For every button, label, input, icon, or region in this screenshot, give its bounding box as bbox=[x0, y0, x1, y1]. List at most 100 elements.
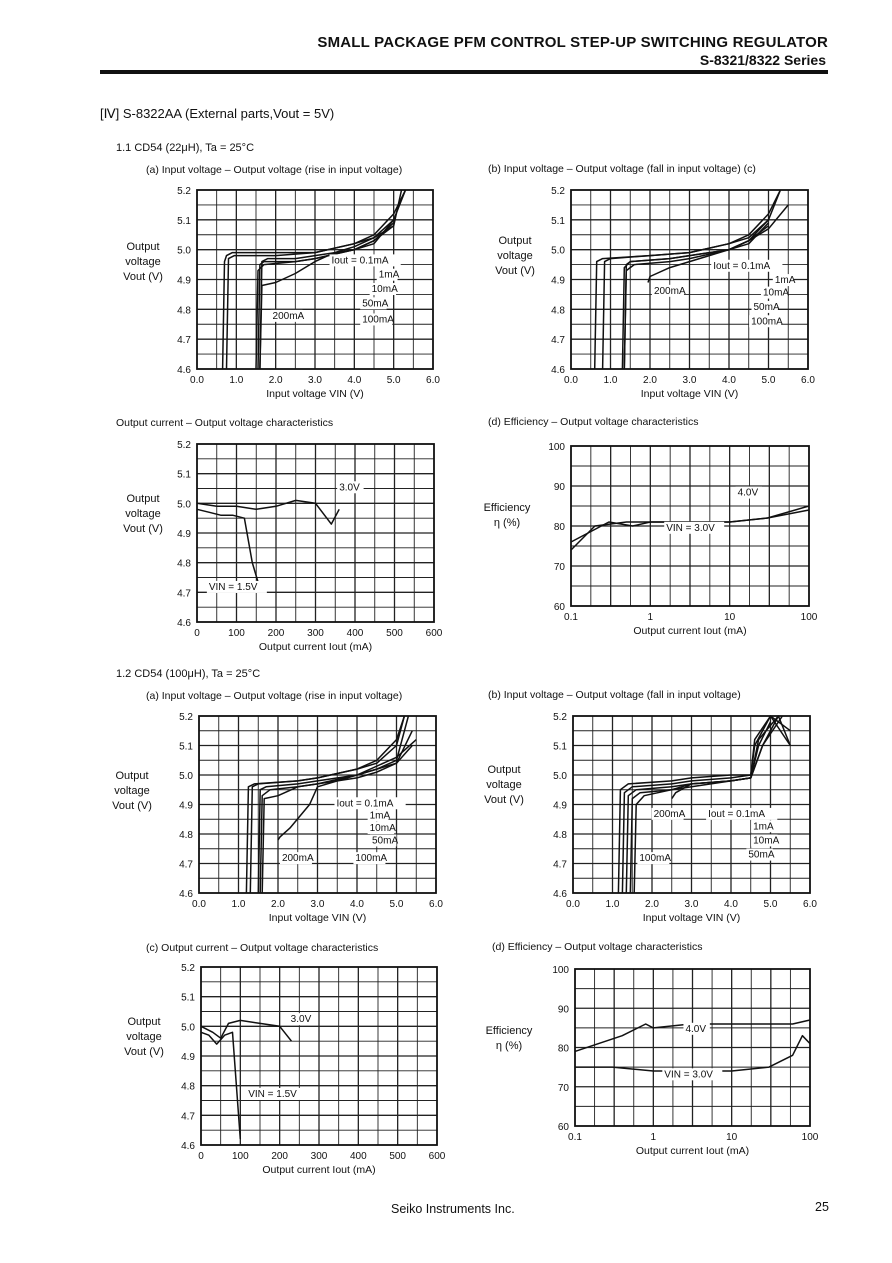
series-line-12a bbox=[277, 739, 417, 841]
y-tick-label-12c: 5.0 bbox=[181, 1022, 195, 1033]
caption-12c: (c) Output current – Output voltage char… bbox=[146, 942, 379, 954]
y-tick-label-11a: 4.9 bbox=[177, 276, 191, 287]
annotation-bg-12a bbox=[353, 852, 386, 865]
x-tick-label-12d: 10 bbox=[726, 1132, 738, 1143]
x-tick-label-12b: 2.0 bbox=[645, 899, 659, 910]
y-axis-label-11d: η (%) bbox=[494, 517, 520, 529]
annotation-bg-12c bbox=[288, 1013, 316, 1026]
annotation-bg-11a bbox=[329, 254, 401, 267]
plot-frame-11a bbox=[196, 189, 434, 370]
x-tick-label-11d: 0.1 bbox=[564, 612, 578, 623]
header-rule bbox=[100, 70, 828, 74]
x-tick-label-12b: 0.0 bbox=[566, 899, 580, 910]
y-axis-label-12d: η (%) bbox=[496, 1040, 522, 1052]
annotation-bg-12b bbox=[751, 834, 778, 847]
annotation-label-12d: VIN = 3.0V bbox=[664, 1069, 713, 1080]
y-axis-label-11c: Output bbox=[126, 493, 159, 505]
x-tick-label-12c: 400 bbox=[350, 1151, 367, 1162]
x-tick-label-11b: 6.0 bbox=[801, 375, 815, 386]
annotation-bg-12d bbox=[662, 1068, 723, 1081]
x-tick-label-11c: 200 bbox=[268, 628, 285, 639]
annotation-bg-11c bbox=[337, 481, 364, 494]
y-tick-label-12b: 5.2 bbox=[553, 712, 567, 723]
annotation-label-11d: VIN = 3.0V bbox=[666, 523, 715, 534]
annotation-label-12a: Iout = 0.1mA bbox=[336, 798, 393, 809]
series-line-12a bbox=[257, 715, 410, 894]
x-axis-label-12d: Output current Iout (mA) bbox=[636, 1145, 749, 1157]
y-tick-label-12c: 4.9 bbox=[181, 1052, 195, 1063]
annotation-bg-11b bbox=[760, 286, 788, 299]
annotation-bg-12b bbox=[746, 848, 773, 861]
y-tick-label-11a: 4.8 bbox=[177, 305, 191, 316]
x-tick-label-12c: 600 bbox=[429, 1151, 446, 1162]
y-axis-label-12a: Vout (V) bbox=[112, 800, 152, 812]
series-line-12b bbox=[621, 715, 791, 894]
y-tick-label-12d: 80 bbox=[558, 1044, 570, 1055]
annotation-label-11a: 100mA bbox=[362, 314, 394, 325]
y-tick-label-11c: 4.9 bbox=[177, 529, 191, 540]
y-tick-label-11a: 4.7 bbox=[177, 335, 191, 346]
series-line-12b bbox=[617, 715, 791, 894]
y-axis-label-12c: voltage bbox=[126, 1031, 161, 1043]
x-tick-label-12a: 5.0 bbox=[390, 899, 404, 910]
y-tick-label-11b: 4.7 bbox=[551, 335, 565, 346]
annotation-bg-11d bbox=[735, 486, 762, 499]
series-line-12a bbox=[261, 745, 413, 894]
y-axis-label-11c: Vout (V) bbox=[123, 523, 163, 535]
annotation-label-12a: 1mA bbox=[370, 811, 391, 822]
x-tick-label-12a: 3.0 bbox=[311, 899, 325, 910]
annotation-label-11c: 3.0V bbox=[339, 482, 360, 493]
annotation-label-12a: 50mA bbox=[372, 835, 398, 846]
y-axis-label-12c: Output bbox=[127, 1016, 160, 1028]
y-tick-label-11b: 5.2 bbox=[551, 186, 565, 197]
y-axis-label-11b: Output bbox=[498, 235, 531, 247]
y-tick-label-11c: 5.0 bbox=[177, 499, 191, 510]
y-axis-label-12a: Output bbox=[115, 770, 148, 782]
series-line-11a bbox=[259, 189, 403, 370]
x-tick-label-11a: 6.0 bbox=[426, 375, 440, 386]
x-tick-label-11d: 10 bbox=[724, 612, 736, 623]
y-axis-label-11b: voltage bbox=[497, 250, 532, 262]
annotation-bg-12b bbox=[706, 807, 778, 820]
series-line-11b bbox=[623, 225, 769, 370]
y-axis-label-12b: Output bbox=[487, 764, 520, 776]
x-axis-label-11c: Output current Iout (mA) bbox=[259, 641, 372, 653]
x-axis-label-11a: Input voltage VIN (V) bbox=[266, 388, 363, 400]
x-axis-label-12b: Input voltage VIN (V) bbox=[643, 912, 740, 924]
x-tick-label-12a: 4.0 bbox=[350, 899, 364, 910]
x-tick-label-11d: 1 bbox=[648, 612, 654, 623]
y-axis-label-11a: Output bbox=[126, 241, 159, 253]
annotation-bg-12b bbox=[651, 807, 684, 820]
annotation-bg-11a bbox=[376, 268, 398, 281]
x-axis-label-12a: Input voltage VIN (V) bbox=[269, 912, 366, 924]
x-tick-label-12a: 2.0 bbox=[271, 899, 285, 910]
x-tick-label-12a: 0.0 bbox=[192, 899, 206, 910]
x-tick-label-12d: 1 bbox=[651, 1132, 657, 1143]
x-tick-label-11b: 1.0 bbox=[604, 375, 618, 386]
series-line-12a bbox=[249, 715, 406, 894]
y-tick-label-12d: 60 bbox=[558, 1122, 570, 1133]
y-axis-label-12d: Efficiency bbox=[486, 1025, 533, 1037]
y-tick-label-11c: 4.6 bbox=[177, 618, 191, 629]
y-tick-label-11a: 5.0 bbox=[177, 246, 191, 257]
annotation-label-12c: VIN = 1.5V bbox=[248, 1089, 297, 1100]
y-tick-label-12a: 5.1 bbox=[179, 742, 193, 753]
annotation-bg-12a bbox=[367, 822, 395, 835]
x-tick-label-12a: 6.0 bbox=[429, 899, 443, 910]
plot-frame-12a bbox=[198, 715, 437, 894]
y-tick-label-11b: 5.0 bbox=[551, 246, 565, 257]
y-axis-label-11a: voltage bbox=[125, 256, 160, 268]
caption-12b: (b) Input voltage – Output voltage (fall… bbox=[488, 689, 741, 701]
x-tick-label-12d: 100 bbox=[802, 1132, 819, 1143]
x-axis-label-11b: Input voltage VIN (V) bbox=[641, 388, 738, 400]
annotation-label-12b: 1mA bbox=[753, 821, 774, 832]
y-axis-label-11c: voltage bbox=[125, 508, 160, 520]
x-tick-label-11a: 0.0 bbox=[190, 375, 204, 386]
annotation-label-12c: 3.0V bbox=[291, 1014, 312, 1025]
annotation-label-11b: 50mA bbox=[753, 302, 779, 313]
annotation-bg-12a bbox=[334, 797, 406, 810]
series-line-12d bbox=[574, 1019, 811, 1053]
annotation-label-11a: 1mA bbox=[379, 270, 400, 281]
y-axis-label-12a: voltage bbox=[114, 785, 149, 797]
